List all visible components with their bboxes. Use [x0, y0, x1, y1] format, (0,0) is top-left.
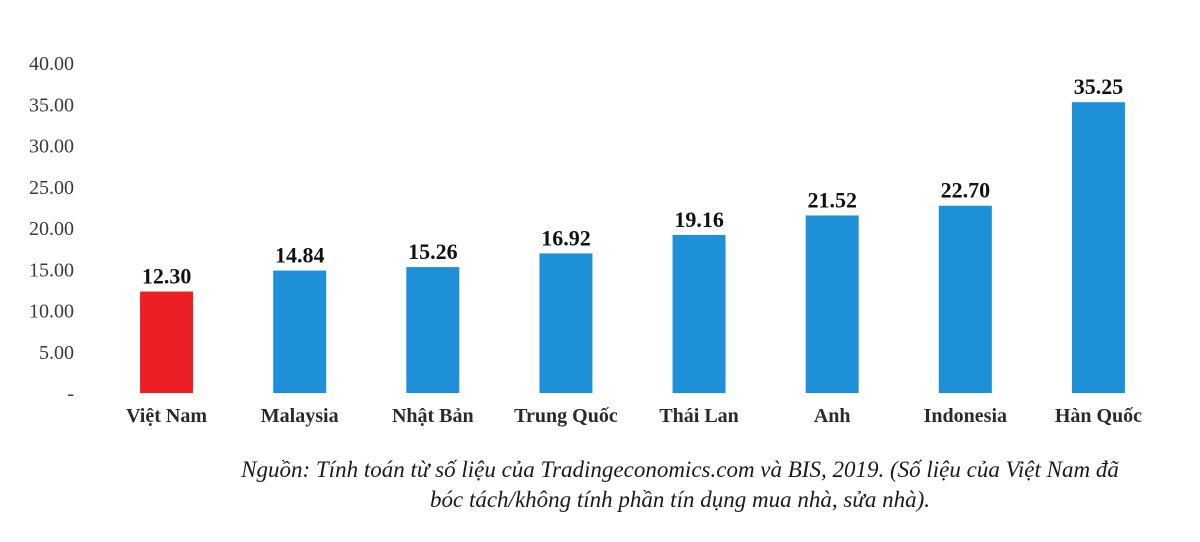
data-label: 35.25 [1074, 74, 1124, 99]
y-tick-label: 15.00 [29, 259, 74, 281]
y-axis: - 5.00 10.00 15.00 20.00 25.00 30.00 35.00 40.00 [29, 53, 74, 405]
bar [539, 253, 593, 393]
y-tick-label: 30.00 [29, 136, 74, 158]
x-axis: Việt Nam Malaysia Nhật Bản Trung Quốc Thái L… [126, 405, 1142, 427]
x-tick-label: Anh [814, 405, 851, 427]
x-tick-label: Hàn Quốc [1055, 405, 1142, 427]
bar [1071, 102, 1125, 393]
x-tick-label: Việt Nam [126, 405, 207, 427]
y-tick-label: 20.00 [29, 218, 74, 240]
bar [406, 267, 460, 393]
source-note-line-2: bóc tách/không tính phần tín dụng mua nh… [430, 487, 930, 512]
y-tick-label: 10.00 [29, 301, 74, 323]
data-label: 21.52 [807, 187, 857, 212]
x-tick-label: Malaysia [261, 405, 339, 427]
x-tick-label: Thái Lan [659, 405, 738, 427]
source-note-line-1: Nguồn: Tính toán từ số liệu của Tradinge… [241, 457, 1119, 482]
bar-chart: - 5.00 10.00 15.00 20.00 25.00 30.00 35.00 40.00… [29, 53, 1142, 427]
data-label: 12.30 [142, 264, 192, 289]
bar [273, 270, 327, 393]
data-label: 22.70 [941, 178, 991, 203]
data-labels: 12.30 14.84 15.26 16.92 19.16 21.52 22.70 35.25 [142, 74, 1123, 288]
x-tick-label: Indonesia [924, 405, 1007, 427]
data-label: 14.84 [275, 243, 325, 268]
y-tick-label: 25.00 [29, 177, 74, 199]
bar [140, 291, 194, 393]
y-tick-label: 40.00 [29, 53, 74, 75]
y-tick-label: - [67, 383, 74, 405]
bars [140, 102, 1125, 393]
data-label: 15.26 [408, 239, 458, 264]
source-note: Nguồn: Tính toán từ số liệu của Tradinge… [180, 455, 1180, 515]
x-tick-label: Nhật Bản [392, 405, 474, 427]
bar [938, 205, 992, 393]
bar [805, 215, 859, 393]
data-label: 19.16 [674, 207, 724, 232]
x-tick-label: Trung Quốc [514, 405, 618, 427]
bar [672, 234, 726, 393]
y-tick-label: 35.00 [29, 94, 74, 116]
data-label: 16.92 [541, 225, 591, 250]
y-tick-label: 5.00 [39, 342, 74, 364]
